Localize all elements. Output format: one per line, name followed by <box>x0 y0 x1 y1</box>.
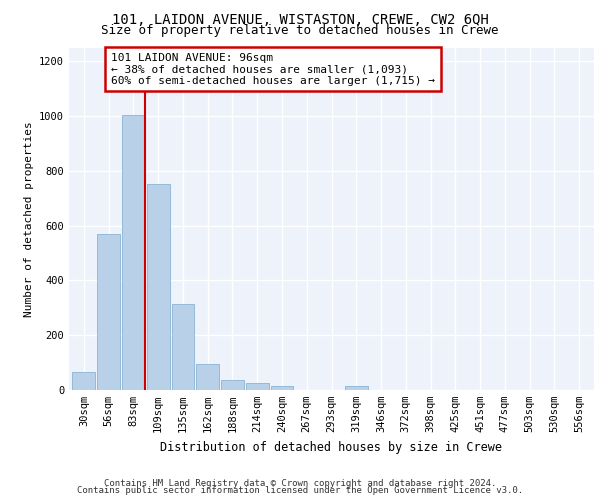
Bar <box>147 184 170 390</box>
Y-axis label: Number of detached properties: Number of detached properties <box>23 121 34 316</box>
Bar <box>122 114 145 390</box>
Bar <box>246 383 269 390</box>
Bar <box>172 304 194 390</box>
Text: 101 LAIDON AVENUE: 96sqm
← 38% of detached houses are smaller (1,093)
60% of sem: 101 LAIDON AVENUE: 96sqm ← 38% of detach… <box>111 52 435 86</box>
Bar <box>73 372 95 390</box>
Text: Contains HM Land Registry data © Crown copyright and database right 2024.: Contains HM Land Registry data © Crown c… <box>104 478 496 488</box>
Bar <box>345 386 368 390</box>
Text: 101, LAIDON AVENUE, WISTASTON, CREWE, CW2 6QH: 101, LAIDON AVENUE, WISTASTON, CREWE, CW… <box>112 12 488 26</box>
Text: Contains public sector information licensed under the Open Government Licence v3: Contains public sector information licen… <box>77 486 523 495</box>
Bar <box>196 364 219 390</box>
Bar <box>221 380 244 390</box>
Text: Size of property relative to detached houses in Crewe: Size of property relative to detached ho… <box>101 24 499 37</box>
Bar <box>97 234 120 390</box>
X-axis label: Distribution of detached houses by size in Crewe: Distribution of detached houses by size … <box>161 440 503 454</box>
Bar <box>271 386 293 390</box>
